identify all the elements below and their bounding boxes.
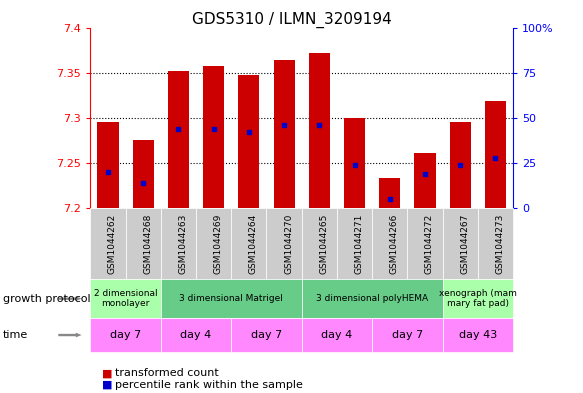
Bar [203, 66, 224, 208]
Text: day 4: day 4 [321, 330, 353, 340]
Text: ■: ■ [102, 380, 113, 390]
Text: GSM1044268: GSM1044268 [143, 213, 152, 274]
Text: GSM1044264: GSM1044264 [249, 213, 258, 274]
Text: 3 dimensional polyHEMA: 3 dimensional polyHEMA [316, 294, 428, 303]
Text: 3 dimensional Matrigel: 3 dimensional Matrigel [180, 294, 283, 303]
Text: 2 dimensional
monolayer: 2 dimensional monolayer [94, 289, 157, 309]
Bar [379, 178, 401, 208]
Text: ■: ■ [102, 368, 113, 378]
Bar [132, 140, 154, 208]
Bar [97, 121, 118, 208]
Text: time: time [3, 330, 28, 340]
Text: xenograph (mam
mary fat pad): xenograph (mam mary fat pad) [439, 289, 517, 309]
Bar [485, 101, 506, 208]
Text: GSM1044265: GSM1044265 [319, 213, 328, 274]
Text: transformed count: transformed count [115, 368, 219, 378]
Text: GSM1044269: GSM1044269 [213, 213, 223, 274]
Text: day 43: day 43 [459, 330, 497, 340]
Text: day 4: day 4 [180, 330, 212, 340]
Bar [344, 118, 365, 208]
Text: GSM1044266: GSM1044266 [390, 213, 399, 274]
Bar [449, 123, 470, 208]
Text: GSM1044270: GSM1044270 [284, 213, 293, 274]
Text: percentile rank within the sample: percentile rank within the sample [115, 380, 303, 390]
Bar [309, 53, 330, 208]
Text: growth protocol: growth protocol [3, 294, 90, 304]
Text: day 7: day 7 [110, 330, 141, 340]
Bar [168, 71, 189, 208]
Text: GSM1044273: GSM1044273 [496, 213, 504, 274]
Text: GDS5310 / ILMN_3209194: GDS5310 / ILMN_3209194 [192, 12, 391, 28]
Bar [238, 75, 259, 208]
Bar [273, 60, 294, 208]
Text: GSM1044262: GSM1044262 [108, 213, 117, 274]
Text: GSM1044272: GSM1044272 [425, 213, 434, 274]
Text: GSM1044271: GSM1044271 [354, 213, 364, 274]
Text: day 7: day 7 [392, 330, 423, 340]
Text: day 7: day 7 [251, 330, 282, 340]
Text: GSM1044267: GSM1044267 [460, 213, 469, 274]
Bar [415, 153, 436, 208]
Text: GSM1044263: GSM1044263 [178, 213, 187, 274]
